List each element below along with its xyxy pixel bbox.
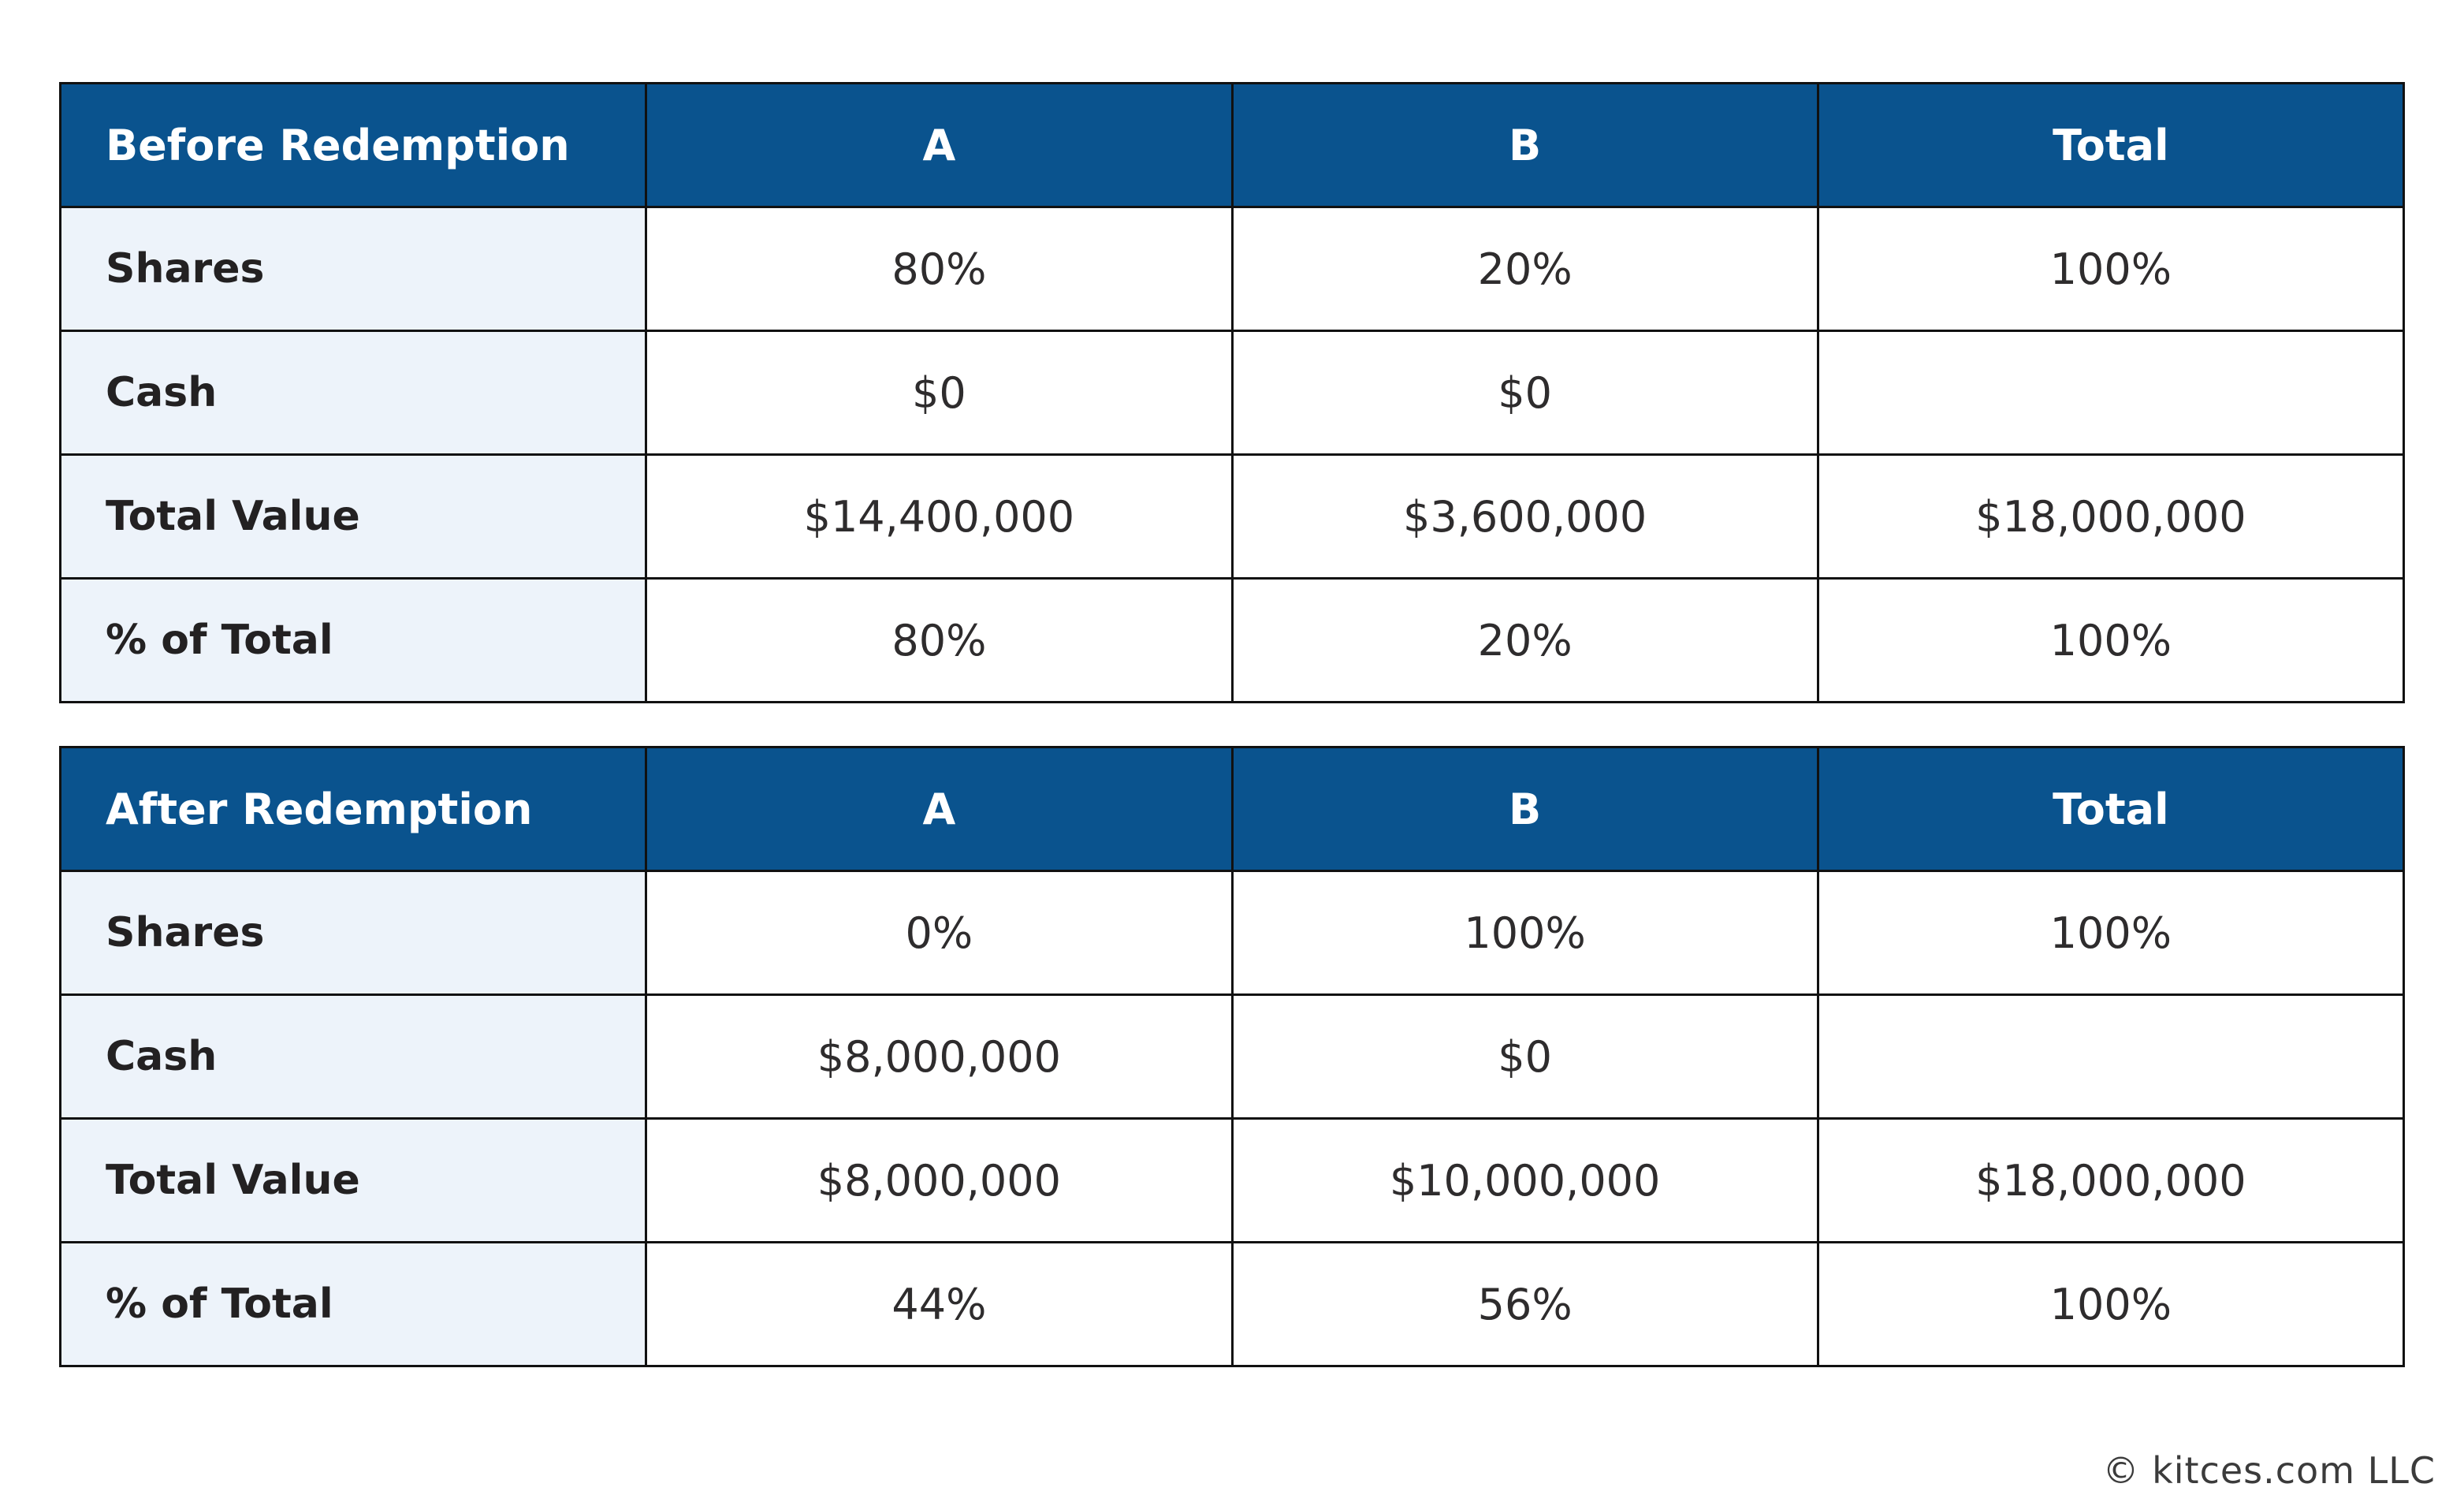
header-row: After Redemption A B Total xyxy=(58,746,2406,872)
table-row: % of Total 80% 20% 100% xyxy=(58,577,2406,703)
header-row: Before Redemption A B Total xyxy=(58,82,2406,208)
table-cell: $18,000,000 xyxy=(1816,453,2406,580)
row-label-total-value: Total Value xyxy=(58,1117,648,1243)
table-cell: 100% xyxy=(1816,870,2406,996)
table-title: Before Redemption xyxy=(58,82,648,208)
column-header-total: Total xyxy=(1816,746,2406,872)
column-header-a: A xyxy=(645,746,1234,872)
row-label-shares: Shares xyxy=(58,870,648,996)
copyright-credit: © kitces.com LLC xyxy=(2102,1449,2436,1492)
table-row: Cash $0 $0 xyxy=(58,330,2406,456)
table-row: Cash $8,000,000 $0 xyxy=(58,993,2406,1120)
row-label-total-value: Total Value xyxy=(58,453,648,580)
table-cell: $14,400,000 xyxy=(645,453,1234,580)
table-cell: $0 xyxy=(645,330,1234,456)
table-cell: $8,000,000 xyxy=(645,1117,1234,1243)
table-cell: 44% xyxy=(645,1241,1234,1367)
row-label-cash: Cash xyxy=(58,993,648,1120)
table-cell: $10,000,000 xyxy=(1230,1117,1819,1243)
table-cell: 0% xyxy=(645,870,1234,996)
table-cell: $3,600,000 xyxy=(1230,453,1819,580)
table-row: Total Value $14,400,000 $3,600,000 $18,0… xyxy=(58,453,2406,580)
table-cell-empty xyxy=(1816,993,2406,1120)
table-row: Total Value $8,000,000 $10,000,000 $18,0… xyxy=(58,1117,2406,1243)
table-title: After Redemption xyxy=(58,746,648,872)
column-header-a: A xyxy=(645,82,1234,208)
table-cell: 80% xyxy=(645,206,1234,332)
table-cell: 100% xyxy=(1230,870,1819,996)
row-label-cash: Cash xyxy=(58,330,648,456)
row-label-pct-of-total: % of Total xyxy=(58,577,648,703)
row-label-shares: Shares xyxy=(58,206,648,332)
table-cell: 56% xyxy=(1230,1241,1819,1367)
table-cell: $18,000,000 xyxy=(1816,1117,2406,1243)
table-row: Shares 0% 100% 100% xyxy=(58,870,2406,996)
table-cell: 20% xyxy=(1230,206,1819,332)
table-cell-empty xyxy=(1816,330,2406,456)
table-row: % of Total 44% 56% 100% xyxy=(58,1241,2406,1367)
table-cell: 100% xyxy=(1816,577,2406,703)
table-cell: 80% xyxy=(645,577,1234,703)
after-redemption-table: After Redemption A B Total Shares 0% 100… xyxy=(58,746,2406,1367)
column-header-total: Total xyxy=(1816,82,2406,208)
table-cell: 20% xyxy=(1230,577,1819,703)
table-cell: $0 xyxy=(1230,993,1819,1120)
table-cell: $8,000,000 xyxy=(645,993,1234,1120)
table-cell: 100% xyxy=(1816,206,2406,332)
column-header-b: B xyxy=(1230,82,1819,208)
row-label-pct-of-total: % of Total xyxy=(58,1241,648,1367)
table-cell: $0 xyxy=(1230,330,1819,456)
table-cell: 100% xyxy=(1816,1241,2406,1367)
column-header-b: B xyxy=(1230,746,1819,872)
before-redemption-table: Before Redemption A B Total Shares 80% 2… xyxy=(58,82,2406,703)
table-row: Shares 80% 20% 100% xyxy=(58,206,2406,332)
